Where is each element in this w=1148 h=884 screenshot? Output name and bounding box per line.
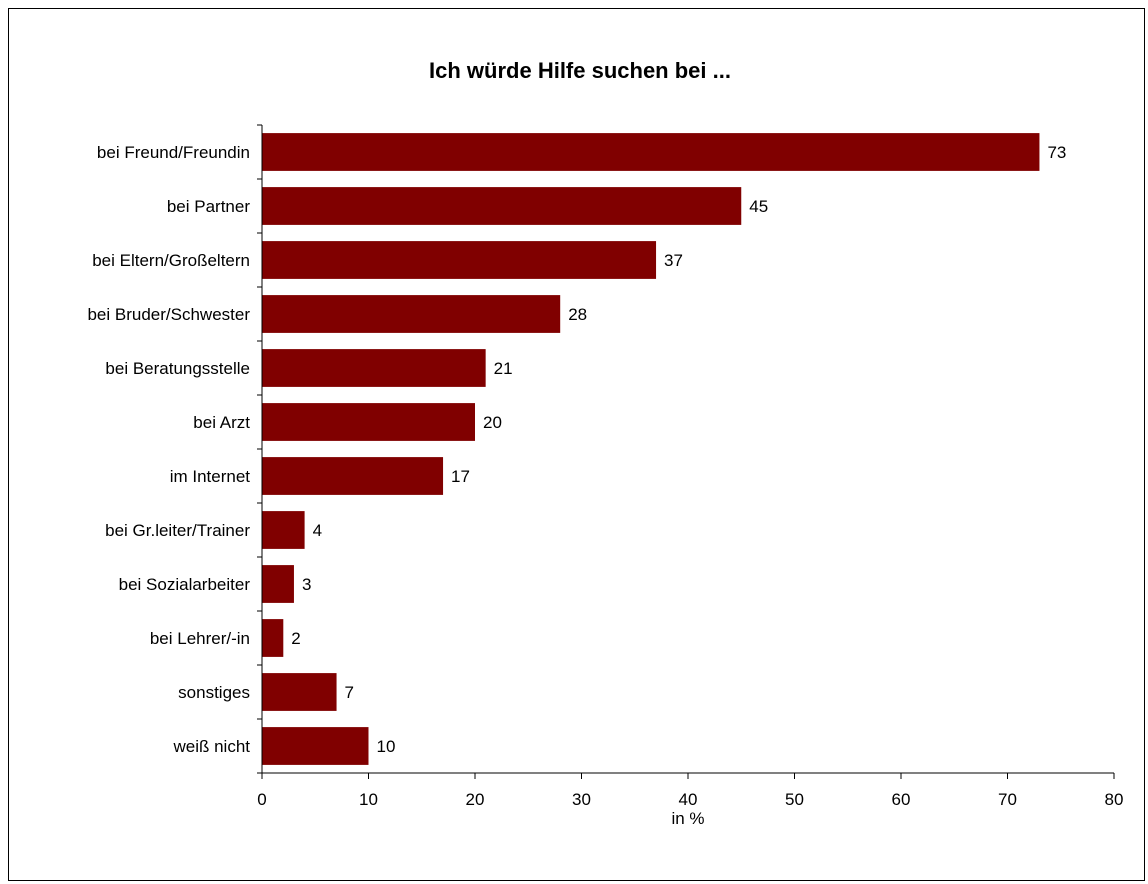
bar [262, 349, 486, 387]
data-label: 21 [494, 359, 513, 378]
category-label: bei Lehrer/-in [150, 629, 250, 648]
category-label: bei Eltern/Großeltern [92, 251, 250, 270]
x-tick-label: 50 [785, 790, 804, 809]
bar [262, 565, 294, 603]
category-label: bei Beratungsstelle [105, 359, 250, 378]
bar [262, 673, 337, 711]
data-label: 20 [483, 413, 502, 432]
axis-layer [257, 124, 1115, 779]
bar [262, 511, 305, 549]
data-label: 73 [1047, 143, 1066, 162]
category-label: weiß nicht [172, 737, 250, 756]
data-label: 45 [749, 197, 768, 216]
x-tick-label: 60 [892, 790, 911, 809]
bar [262, 187, 742, 225]
bar [262, 619, 284, 657]
category-label: bei Partner [167, 197, 250, 216]
x-tick-label: 80 [1105, 790, 1124, 809]
x-tick-label: 0 [257, 790, 266, 809]
data-label: 37 [664, 251, 683, 270]
category-label: im Internet [170, 467, 251, 486]
category-label: bei Gr.leiter/Trainer [105, 521, 250, 540]
data-label: 3 [302, 575, 311, 594]
category-label: bei Arzt [193, 413, 250, 432]
category-label: bei Bruder/Schwester [87, 305, 250, 324]
data-label: 17 [451, 467, 470, 486]
data-label: 10 [377, 737, 396, 756]
x-tick-label: 40 [679, 790, 698, 809]
x-tick-label: 10 [359, 790, 378, 809]
x-tick-label: 70 [998, 790, 1017, 809]
bar [262, 403, 475, 441]
chart-title: Ich würde Hilfe suchen bei ... [429, 58, 731, 83]
bar [262, 457, 444, 495]
data-label: 7 [345, 683, 354, 702]
bar [262, 295, 561, 333]
category-label: bei Sozialarbeiter [119, 575, 251, 594]
bar [262, 727, 369, 765]
data-label: 28 [568, 305, 587, 324]
category-label: sonstiges [178, 683, 250, 702]
data-label: 2 [291, 629, 300, 648]
bar [262, 133, 1040, 171]
x-tick-label: 30 [572, 790, 591, 809]
data-label: 4 [313, 521, 322, 540]
category-label: bei Freund/Freundin [97, 143, 250, 162]
x-axis-title: in % [671, 809, 704, 828]
bar [262, 241, 657, 279]
x-tick-label: 20 [466, 790, 485, 809]
bars-layer [262, 133, 1040, 765]
